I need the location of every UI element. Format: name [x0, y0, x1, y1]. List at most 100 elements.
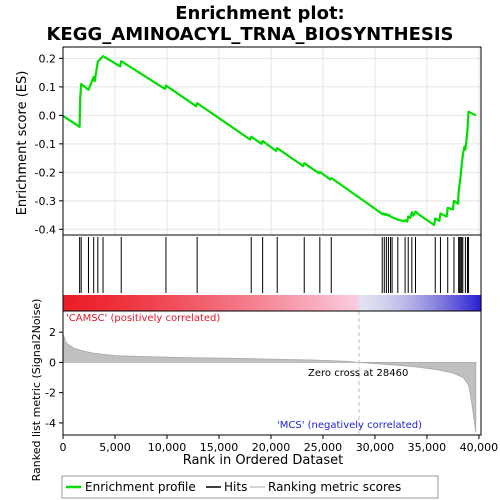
rank-color-band-segment: [158, 295, 163, 311]
rank-color-band-segment: [260, 295, 264, 311]
rank-color-band-segment: [331, 295, 336, 311]
rank-color-band-segment: [388, 295, 393, 311]
rank-color-band-segment: [101, 295, 106, 311]
rank-color-band-segment: [206, 295, 210, 311]
rank-color-band-segment: [170, 295, 175, 311]
rank-color-band-segment: [95, 295, 100, 311]
rank-color-band-segment: [406, 295, 410, 311]
title-line-2: KEGG_AMINOACYL_TRNA_BIOSYNTHESIS: [46, 24, 453, 45]
rank-color-band-segment: [292, 295, 297, 311]
rank-color-band-segment: [475, 295, 479, 311]
rank-color-band-segment: [104, 295, 109, 311]
x-tick-label: 5,000: [99, 441, 131, 454]
legend: Enrichment profile Hits Ranking metric s…: [61, 475, 439, 499]
rank-color-band-segment: [364, 295, 369, 311]
rank-color-band-segment: [83, 295, 88, 311]
rank-color-band-segment: [370, 295, 375, 311]
rank-color-band-segment: [263, 295, 267, 311]
legend-label-enrichment: Enrichment profile: [85, 480, 196, 494]
rank-color-band-segment: [218, 295, 222, 311]
rank-color-band-segment: [125, 295, 130, 311]
rank-color-band-segment: [283, 295, 288, 311]
rank-color-band-segment: [463, 295, 467, 311]
rank-color-band-segment: [203, 295, 207, 311]
rank-color-band-segment: [472, 295, 476, 311]
x-tick-label: 10,000: [148, 441, 187, 454]
rank-color-band-segment: [433, 295, 437, 311]
rank-color-band-segment: [457, 295, 461, 311]
rank-color-band-segment: [77, 295, 82, 311]
rank-color-band-segment: [382, 295, 387, 311]
rank-color-band-segment: [89, 295, 94, 311]
rank-color-band-segment: [358, 295, 363, 311]
rank-color-band-segment: [63, 295, 67, 311]
rank-color-band-segment: [376, 295, 381, 311]
rank-color-band-segment: [131, 295, 136, 311]
negative-correlation-label: 'MCS' (negatively correlated): [277, 420, 422, 431]
rank-color-band-segment: [337, 295, 342, 311]
hits-panel: [62, 234, 482, 312]
metric-y-tick-label: -2: [45, 387, 56, 400]
rank-color-band-segment: [215, 295, 219, 311]
rank-color-band-segment: [325, 295, 330, 311]
rank-color-band-segment: [415, 295, 419, 311]
rank-color-band-segment: [421, 295, 425, 311]
rank-color-band-segment: [221, 295, 225, 311]
rank-color-band-segment: [257, 295, 261, 311]
rank-color-band-segment: [349, 295, 354, 311]
rank-color-band-segment: [173, 295, 178, 311]
rank-color-band-segment: [68, 295, 73, 311]
rank-color-band-segment: [140, 295, 145, 311]
es-panel: -0.4 -0.3 -0.2 -0.1 0.0 0.1 0.2: [35, 46, 482, 236]
rank-color-band-segment: [430, 295, 434, 311]
rank-color-band-segment: [367, 295, 372, 311]
rank-color-band-segment: [113, 295, 118, 311]
metric-frame: [62, 310, 482, 436]
rank-color-band-segment: [277, 295, 282, 311]
rank-color-band-segment: [74, 295, 79, 311]
rank-color-band-segment: [274, 295, 279, 311]
legend-label-metric: Ranking metric scores: [268, 480, 401, 494]
rank-color-band-segment: [439, 295, 443, 311]
rank-color-band-segment: [143, 295, 148, 311]
rank-color-band-segment: [194, 295, 198, 311]
rank-color-band-segment: [361, 295, 366, 311]
x-tick-label: 25,000: [304, 441, 343, 454]
rank-color-band-segment: [107, 295, 112, 311]
rank-color-band-segment: [182, 295, 187, 311]
rank-color-band-segment: [224, 295, 228, 311]
rank-color-band-segment: [134, 295, 139, 311]
rank-color-band-segment: [418, 295, 422, 311]
rank-color-band-segment: [454, 295, 458, 311]
ranking-metric-area: [62, 333, 477, 433]
rank-color-band-segment: [436, 295, 440, 311]
rank-color-band-segment: [92, 295, 97, 311]
x-tick-label: 0: [60, 441, 67, 454]
x-tick-label: 30,000: [356, 441, 395, 454]
rank-color-band-segment: [334, 295, 339, 311]
rank-color-band-segment: [286, 295, 291, 311]
es-y-tick-label: 0.1: [39, 81, 57, 94]
rank-color-band-segment: [379, 295, 384, 311]
rank-color-band-segment: [116, 295, 121, 311]
rank-color-band-segment: [146, 295, 151, 311]
title-line-1: Enrichment plot:: [175, 3, 345, 24]
rank-color-band-segment: [152, 295, 157, 311]
rank-color-band-segment: [110, 295, 115, 311]
rank-color-band-segment: [394, 295, 398, 311]
rank-color-band-segment: [251, 295, 255, 311]
es-y-tick-label: -0.4: [35, 223, 56, 236]
rank-color-band-segment: [322, 295, 327, 311]
rank-color-band-segment: [352, 295, 357, 311]
rank-color-band-segment: [233, 295, 237, 311]
rank-color-band-segment: [400, 295, 404, 311]
rank-color-band-segment: [80, 295, 85, 311]
rank-color-band-segment: [254, 295, 258, 311]
rank-color-band-segment: [427, 295, 431, 311]
rank-color-band-segment: [227, 295, 231, 311]
rank-color-band-segment: [86, 295, 91, 311]
rank-color-band-segment: [319, 295, 324, 311]
rank-color-band-segment: [373, 295, 378, 311]
x-tick-label: 15,000: [200, 441, 239, 454]
rank-color-band-segment: [478, 295, 482, 311]
